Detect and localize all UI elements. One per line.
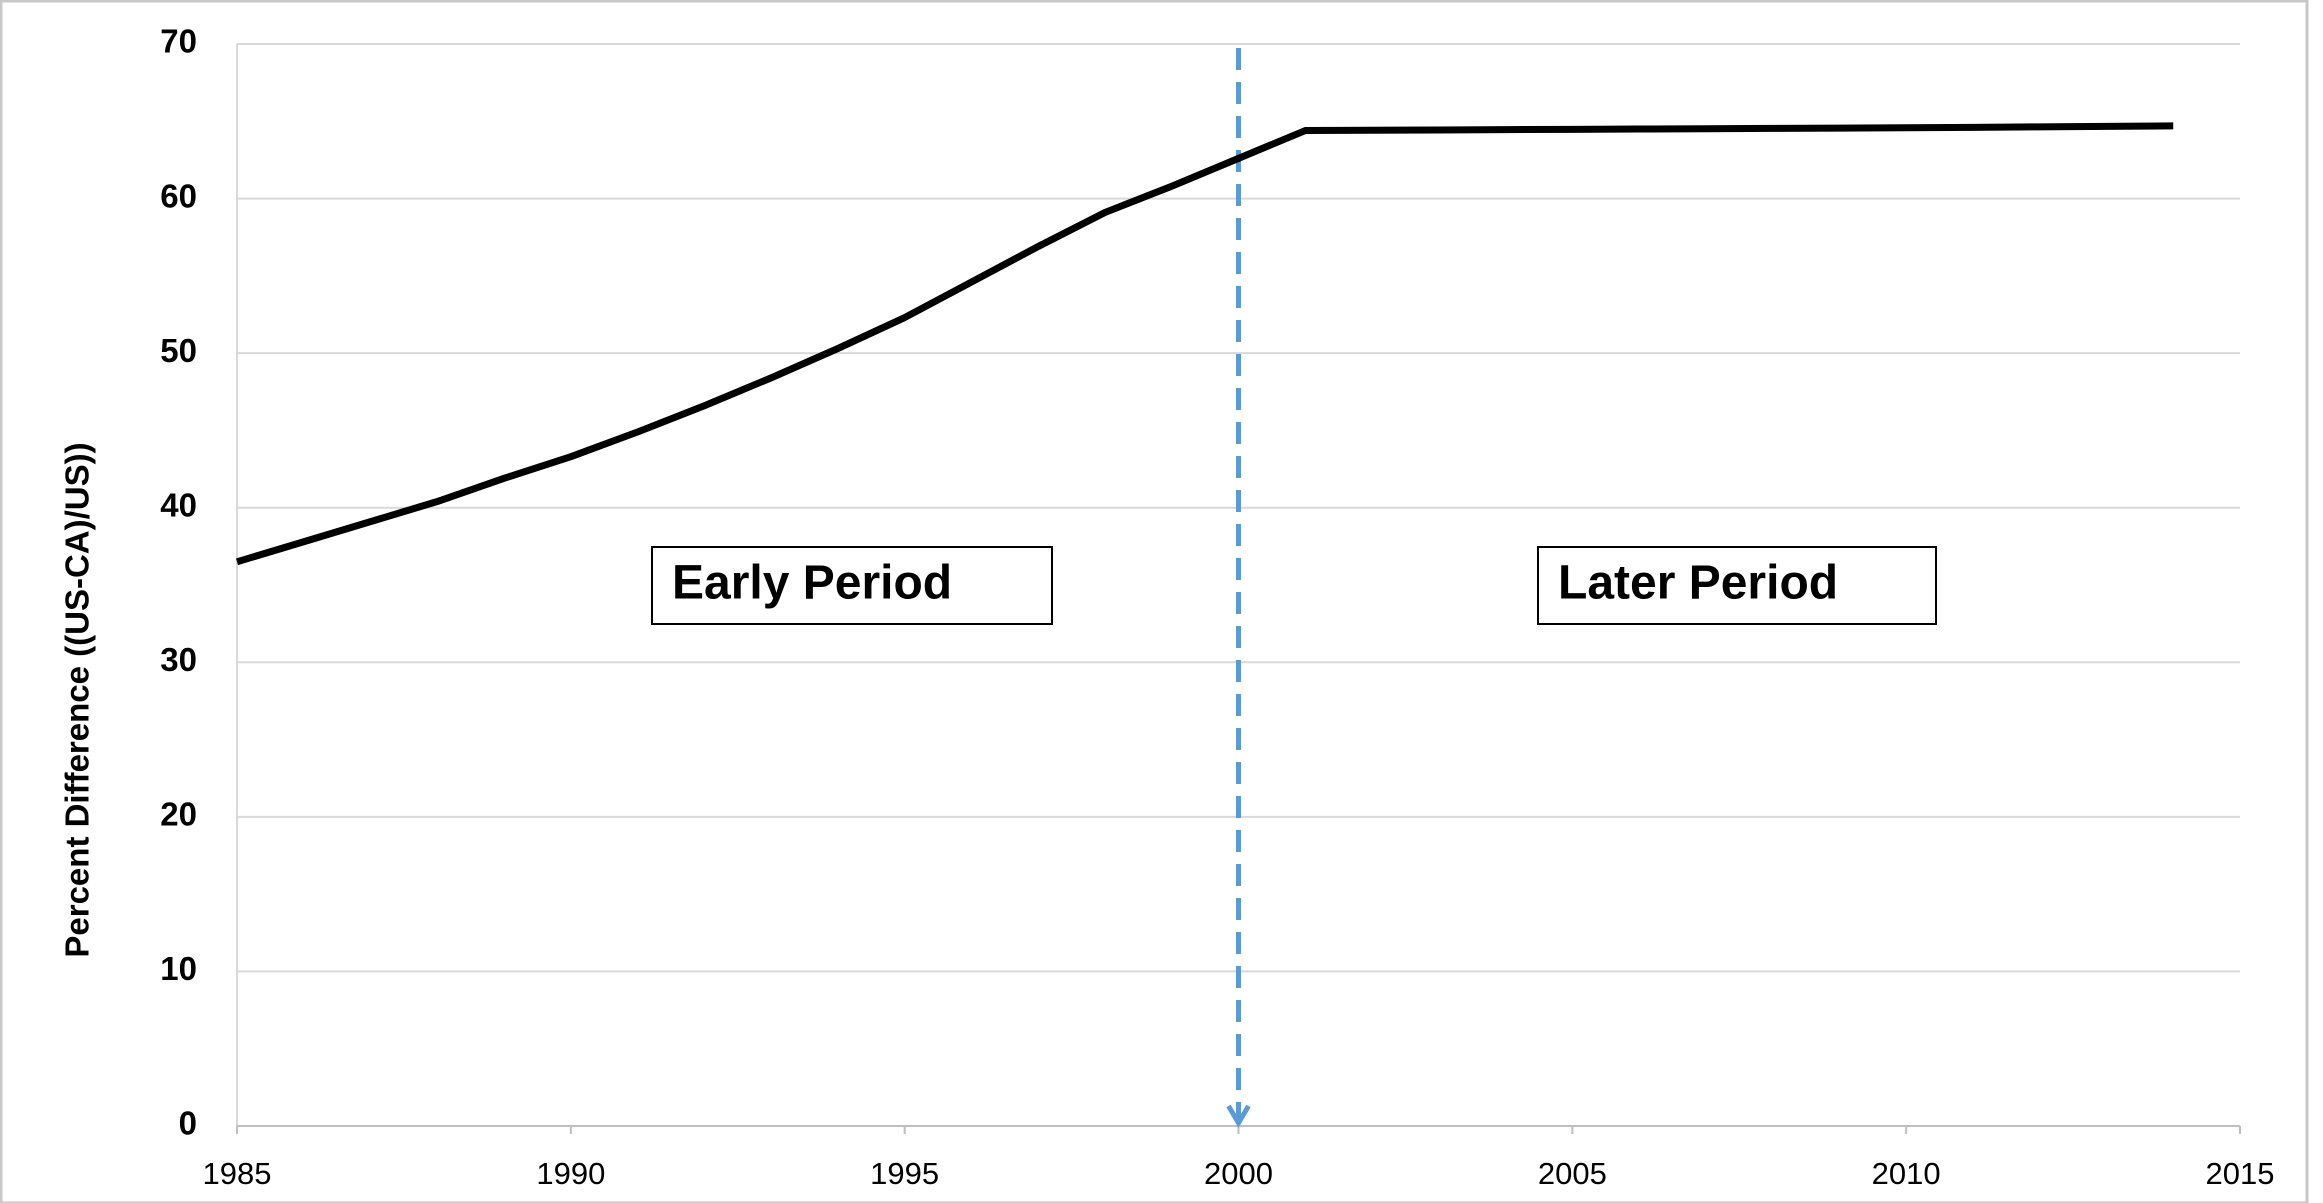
x-tick-label: 2000 [1204,1156,1273,1191]
x-tick-label: 2015 [2206,1156,2275,1191]
x-tick-label: 1995 [870,1156,939,1191]
y-axis-label: Percent Difference ((US-CA)/US)) [59,442,96,957]
x-tick-label: 1985 [203,1156,272,1191]
annotation-box [1537,546,1937,625]
y-tick-label: 70 [160,23,197,60]
x-tick-label: 1990 [536,1156,605,1191]
y-tick-label: 10 [160,950,197,987]
data-line [235,122,2174,566]
annotation-box [651,546,1053,625]
annotation: Later Period [1558,557,1838,610]
y-tick-label: 20 [160,796,197,833]
y-tick-label: 50 [160,332,197,369]
x-tick-label: 2005 [1538,1156,1607,1191]
y-tick-label: 40 [160,486,197,523]
annotation: Early Period [672,557,952,610]
y-tick-label: 30 [160,641,197,678]
divider-arrow [1226,1104,1251,1128]
y-tick-label: 0 [179,1105,197,1142]
x-tick-label: 2010 [1872,1156,1941,1191]
y-tick-label: 60 [160,177,197,214]
